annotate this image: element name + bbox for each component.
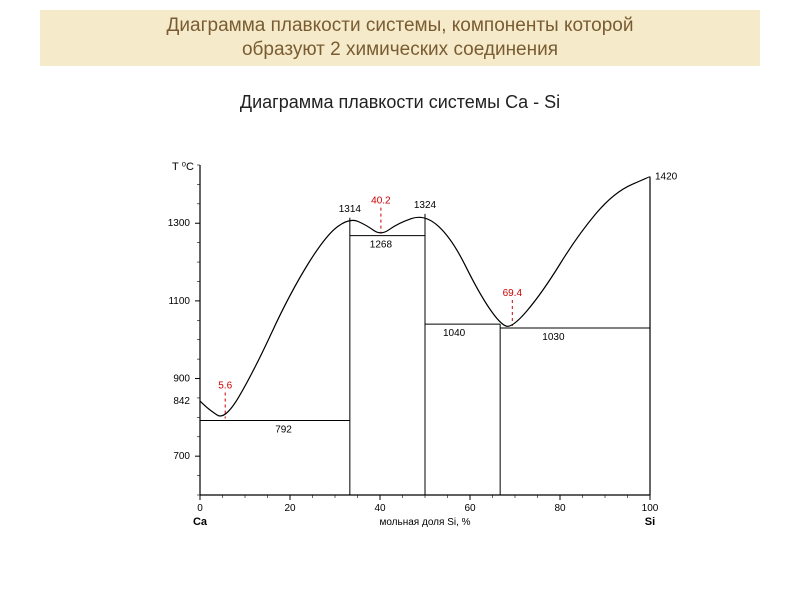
eutectic-temp-label: 792 [275, 424, 292, 435]
right-component-label: Si [645, 516, 655, 528]
y-axis-title: T ⁰C [172, 161, 194, 173]
phase-diagram-chart: 700 900 1100 1300 842 T ⁰C 0 20 40 60 80 100 мольная… [130, 145, 690, 565]
y-tick-label: 900 [173, 374, 190, 385]
y-extra-label: 842 [173, 396, 190, 407]
melting-pt-label: 1314 [339, 204, 362, 215]
y-tick-label: 700 [173, 451, 190, 462]
x-tick-label: 20 [284, 503, 296, 514]
x-tick-label: 40 [374, 503, 386, 514]
title-text: Диаграмма плавкости системы, компоненты … [167, 14, 634, 62]
subtitle: Диаграмма плавкости системы Ca - Si [0, 92, 800, 113]
x-tick-label: 80 [554, 503, 566, 514]
title-banner: Диаграмма плавкости системы, компоненты … [40, 10, 760, 66]
compound-base-label: 1040 [443, 328, 466, 339]
melting-pt-label: 1324 [414, 200, 437, 211]
y-tick-label: 1100 [168, 296, 190, 307]
eutectic-temp-label: 1268 [370, 240, 393, 251]
x-axis-label: мольная доля Si, % [379, 517, 470, 528]
eutectic-x-label: 69.4 [503, 288, 523, 299]
y-tick-label: 1300 [168, 218, 191, 229]
left-component-label: Ca [193, 516, 208, 528]
eutectic-x-label: 5.6 [218, 380, 232, 391]
x-tick-label: 60 [464, 503, 476, 514]
right-melting-label: 1420 [655, 172, 678, 183]
eutectic-x-label: 40.2 [371, 196, 391, 207]
x-tick-label: 0 [197, 503, 203, 514]
x-tick-label: 100 [642, 503, 659, 514]
eutectic-temp-label: 1030 [542, 332, 565, 343]
